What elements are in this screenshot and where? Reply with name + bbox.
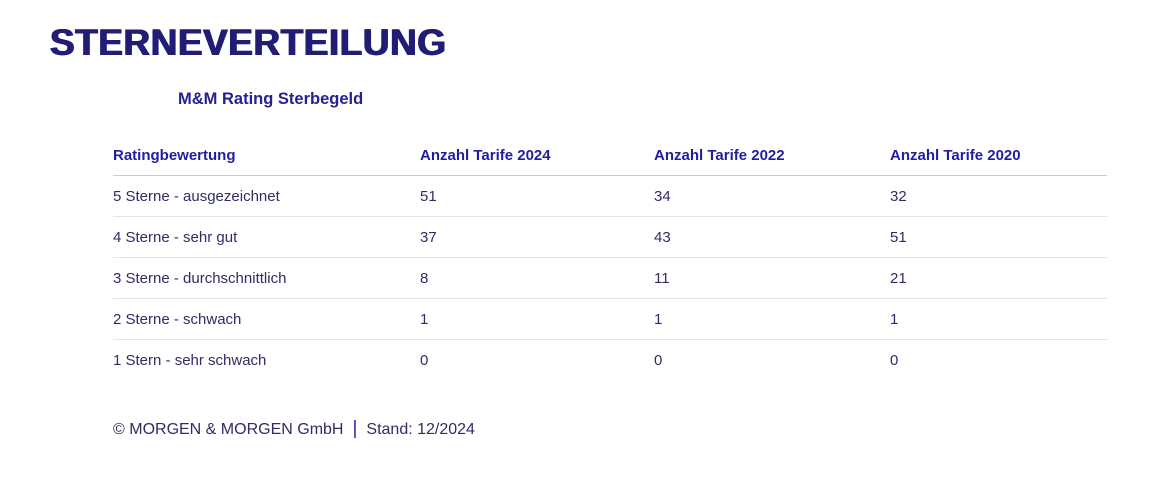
rating-label: 3 Sterne - durchschnittlich xyxy=(113,269,287,287)
table-subtitle: M&M Rating Sterbegeld xyxy=(178,90,364,108)
table-row-4-sterne: 4 Sterne - sehr gut 37 43 51 xyxy=(113,217,1107,258)
table-row-2-sterne: 2 Sterne - schwach 1 1 1 xyxy=(113,299,1107,340)
header-ratingbewertung: Ratingbewertung xyxy=(113,146,236,164)
page-title: STERNEVERTEILUNG xyxy=(50,22,447,63)
value-2022: 43 xyxy=(654,228,671,246)
header-anzahl-2024: Anzahl Tarife 2024 xyxy=(420,146,551,164)
header-anzahl-2020: Anzahl Tarife 2020 xyxy=(890,146,1021,164)
rating-label: 5 Sterne - ausgezeichnet xyxy=(113,187,280,205)
value-2024: 8 xyxy=(420,269,429,287)
table-row-5-sterne: 5 Sterne - ausgezeichnet 51 34 32 xyxy=(113,176,1107,217)
stand-text: Stand: 12/2024 xyxy=(366,421,475,438)
rating-label: 4 Sterne - sehr gut xyxy=(113,228,238,246)
header-anzahl-2022: Anzahl Tarife 2022 xyxy=(654,146,785,164)
value-2022: 11 xyxy=(654,269,670,287)
value-2024: 51 xyxy=(420,187,437,205)
rating-distribution-table: Ratingbewertung Anzahl Tarife 2024 Anzah… xyxy=(113,135,1107,381)
copyright-text: © MORGEN & MORGEN GmbH xyxy=(113,421,344,438)
value-2022: 34 xyxy=(654,187,671,205)
value-2022: 1 xyxy=(654,310,663,328)
value-2020: 0 xyxy=(890,352,899,369)
value-2024: 1 xyxy=(420,310,429,328)
table-row-1-stern: 1 Stern - sehr schwach 0 0 0 xyxy=(113,340,1107,381)
footer: © MORGEN & MORGEN GmbH | Stand: 12/2024 xyxy=(113,418,1174,442)
rating-label: 1 Stern - sehr schwach xyxy=(113,352,267,369)
value-2024: 37 xyxy=(420,228,437,246)
value-2022: 0 xyxy=(654,352,663,369)
table-header-row: Ratingbewertung Anzahl Tarife 2024 Anzah… xyxy=(113,135,1107,176)
rating-label: 2 Sterne - schwach xyxy=(113,310,242,328)
footer-separator: | xyxy=(352,418,358,439)
table-row-3-sterne: 3 Sterne - durchschnittlich 8 11 21 xyxy=(113,258,1107,299)
value-2020: 51 xyxy=(890,228,907,246)
value-2024: 0 xyxy=(420,352,429,369)
value-2020: 32 xyxy=(890,187,907,205)
value-2020: 1 xyxy=(890,310,899,328)
value-2020: 21 xyxy=(890,269,907,287)
